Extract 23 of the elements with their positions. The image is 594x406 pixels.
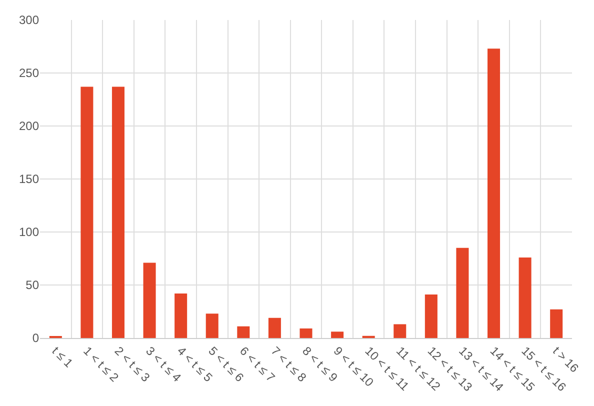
bar: [80, 86, 94, 338]
bar: [174, 293, 188, 338]
bar: [237, 326, 250, 338]
bar: [456, 248, 469, 338]
bar: [518, 257, 532, 338]
y-tick-label: 250: [18, 66, 40, 80]
y-tick-label: 300: [18, 13, 40, 28]
bar: [550, 309, 563, 338]
bar: [424, 294, 438, 338]
y-tick-label: 200: [18, 119, 40, 134]
y-tick-label: 100: [18, 225, 40, 240]
bar: [206, 314, 218, 338]
y-tick-label: 150: [18, 172, 40, 186]
bar: [268, 318, 281, 338]
bar: [488, 48, 500, 338]
bar: [300, 328, 312, 338]
y-tick-label: 50: [26, 278, 40, 292]
bar: [143, 262, 156, 338]
y-tick-label: 0: [32, 331, 40, 346]
bar: [331, 332, 344, 338]
bar: [112, 86, 124, 338]
x-tick-label: t ≤ 1: [49, 344, 76, 370]
bar: [394, 324, 406, 338]
